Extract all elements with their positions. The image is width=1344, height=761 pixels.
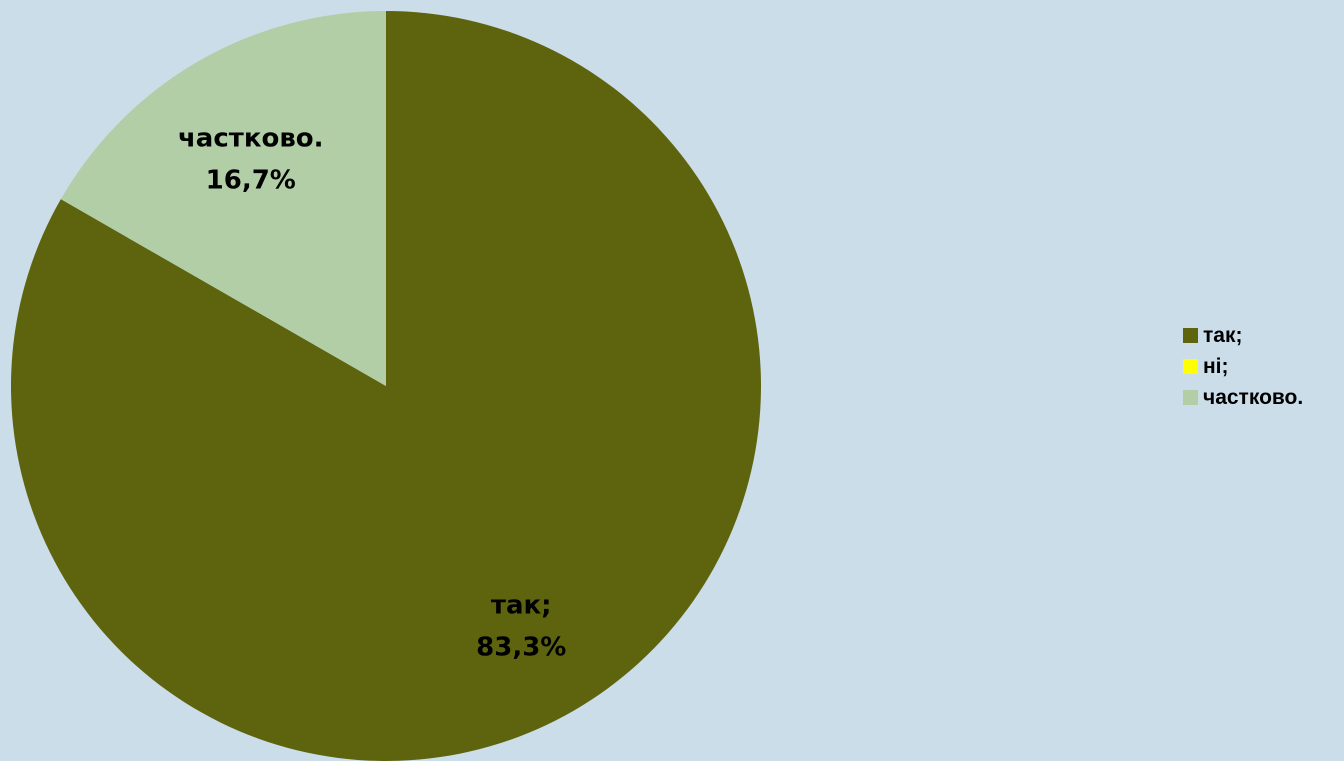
legend-swatch-chastkovo	[1183, 390, 1198, 405]
slice-label-value-tak: 83,3%	[476, 633, 566, 663]
slice-labels: так; 83,3% частково. 16,7%	[178, 123, 566, 662]
legend-item-ni: ні;	[1183, 351, 1343, 382]
legend-swatch-ni	[1183, 359, 1198, 374]
slice-label-value-chastkovo: 16,7%	[206, 165, 296, 195]
slice-label-name-chastkovo: частково.	[178, 123, 324, 153]
legend: так; ні; частково.	[1183, 320, 1343, 413]
slice-label-name-tak: так;	[491, 591, 552, 621]
legend-item-chastkovo: частково.	[1183, 382, 1343, 413]
legend-label-tak: так;	[1203, 323, 1243, 347]
legend-item-tak: так;	[1183, 320, 1343, 351]
legend-label-ni: ні;	[1203, 354, 1229, 378]
legend-swatch-tak	[1183, 328, 1198, 343]
pie-slice-chastkovo	[60, 11, 387, 386]
pie-slices	[11, 11, 761, 761]
legend-label-chastkovo: частково.	[1203, 385, 1304, 409]
pie-slice-tak	[11, 11, 761, 761]
